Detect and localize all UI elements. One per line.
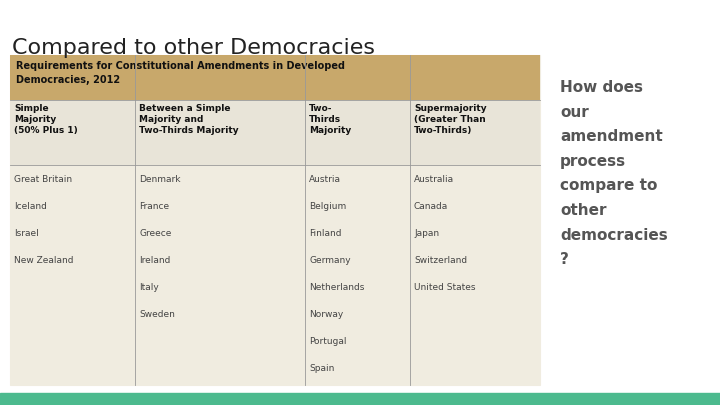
Text: Great Britain: Great Britain <box>14 175 72 184</box>
Text: Israel: Israel <box>14 229 39 238</box>
Text: Between a Simple
Majority and
Two-Thirds Majority: Between a Simple Majority and Two-Thirds… <box>139 104 238 135</box>
Text: Spain: Spain <box>309 364 334 373</box>
Bar <box>10 100 540 165</box>
Text: Japan: Japan <box>414 229 439 238</box>
Text: Germany: Germany <box>309 256 351 265</box>
Text: Finland: Finland <box>309 229 341 238</box>
Bar <box>10 55 540 100</box>
Text: Canada: Canada <box>414 202 449 211</box>
Text: Denmark: Denmark <box>139 175 181 184</box>
Text: Requirements for Constitutional Amendments in Developed
Democracies, 2012: Requirements for Constitutional Amendmen… <box>16 61 345 85</box>
Text: How does
our
amendment
process
compare to
other
democracies
?: How does our amendment process compare t… <box>560 80 667 267</box>
Bar <box>10 55 540 385</box>
Text: Netherlands: Netherlands <box>309 283 364 292</box>
Text: Austria: Austria <box>309 175 341 184</box>
Text: New Zealand: New Zealand <box>14 256 73 265</box>
Text: Australia: Australia <box>414 175 454 184</box>
Text: United States: United States <box>414 283 475 292</box>
Text: Supermajority
(Greater Than
Two-Thirds): Supermajority (Greater Than Two-Thirds) <box>414 104 487 135</box>
Text: Sweden: Sweden <box>139 310 175 319</box>
Text: Iceland: Iceland <box>14 202 47 211</box>
Text: Portugal: Portugal <box>309 337 346 346</box>
Text: Italy: Italy <box>139 283 158 292</box>
Bar <box>0 393 720 405</box>
Text: Two-
Thirds
Majority: Two- Thirds Majority <box>309 104 351 135</box>
Text: Greece: Greece <box>139 229 171 238</box>
Text: Ireland: Ireland <box>139 256 171 265</box>
Text: Switzerland: Switzerland <box>414 256 467 265</box>
Text: Belgium: Belgium <box>309 202 346 211</box>
Text: France: France <box>139 202 169 211</box>
Text: Simple
Majority
(50% Plus 1): Simple Majority (50% Plus 1) <box>14 104 78 135</box>
Text: Compared to other Democracies: Compared to other Democracies <box>12 38 375 58</box>
Text: Norway: Norway <box>309 310 343 319</box>
